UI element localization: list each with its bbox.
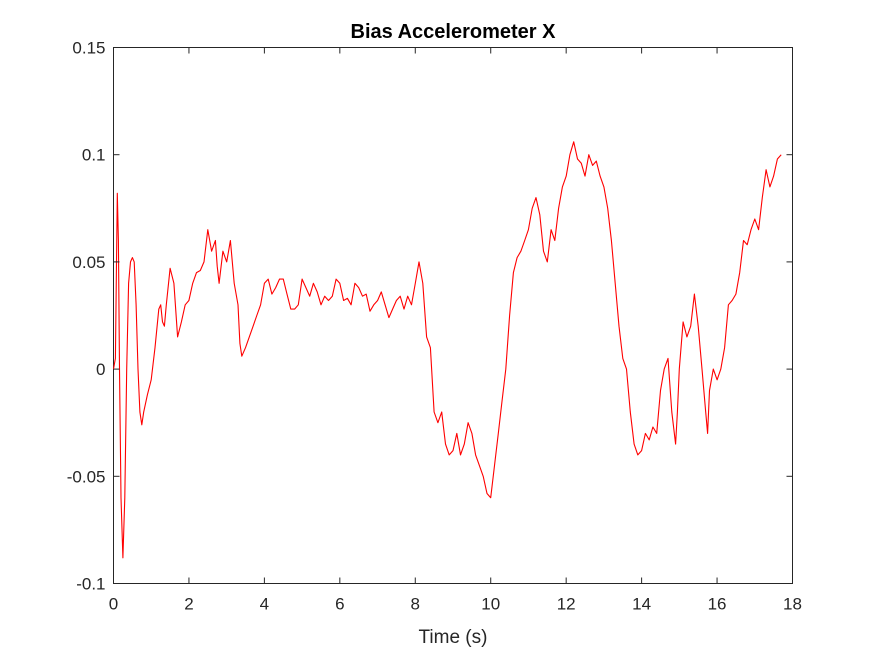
x-tick-label: 10 [481, 595, 500, 614]
y-tick-label: 0.1 [82, 146, 106, 165]
chart-title: Bias Accelerometer X [351, 21, 557, 43]
x-tick-label: 0 [109, 595, 118, 614]
x-tick-label: 14 [632, 595, 651, 614]
x-tick-label: 6 [335, 595, 344, 614]
x-tick-label: 4 [260, 595, 269, 614]
y-tick-label: 0.15 [72, 39, 105, 58]
x-tick-label: 18 [783, 595, 802, 614]
y-tick-label: -0.05 [67, 467, 106, 486]
x-tick-label: 8 [411, 595, 420, 614]
x-tick-label: 16 [708, 595, 727, 614]
y-tick-label: 0.05 [72, 253, 105, 272]
x-axis-label: Time (s) [419, 627, 488, 648]
y-tick-label: 0 [96, 360, 105, 379]
x-tick-label: 2 [184, 595, 193, 614]
x-axis: 0 2 4 6 8 10 12 14 16 18 [109, 47, 802, 614]
plot-area [112, 47, 793, 584]
y-axis: -0.1 -0.05 0 0.05 0.1 0.15 [67, 39, 793, 594]
x-tick-label: 12 [557, 595, 576, 614]
y-tick-label: -0.1 [76, 575, 105, 594]
axes-box [113, 47, 793, 584]
series-line [112, 141, 782, 559]
